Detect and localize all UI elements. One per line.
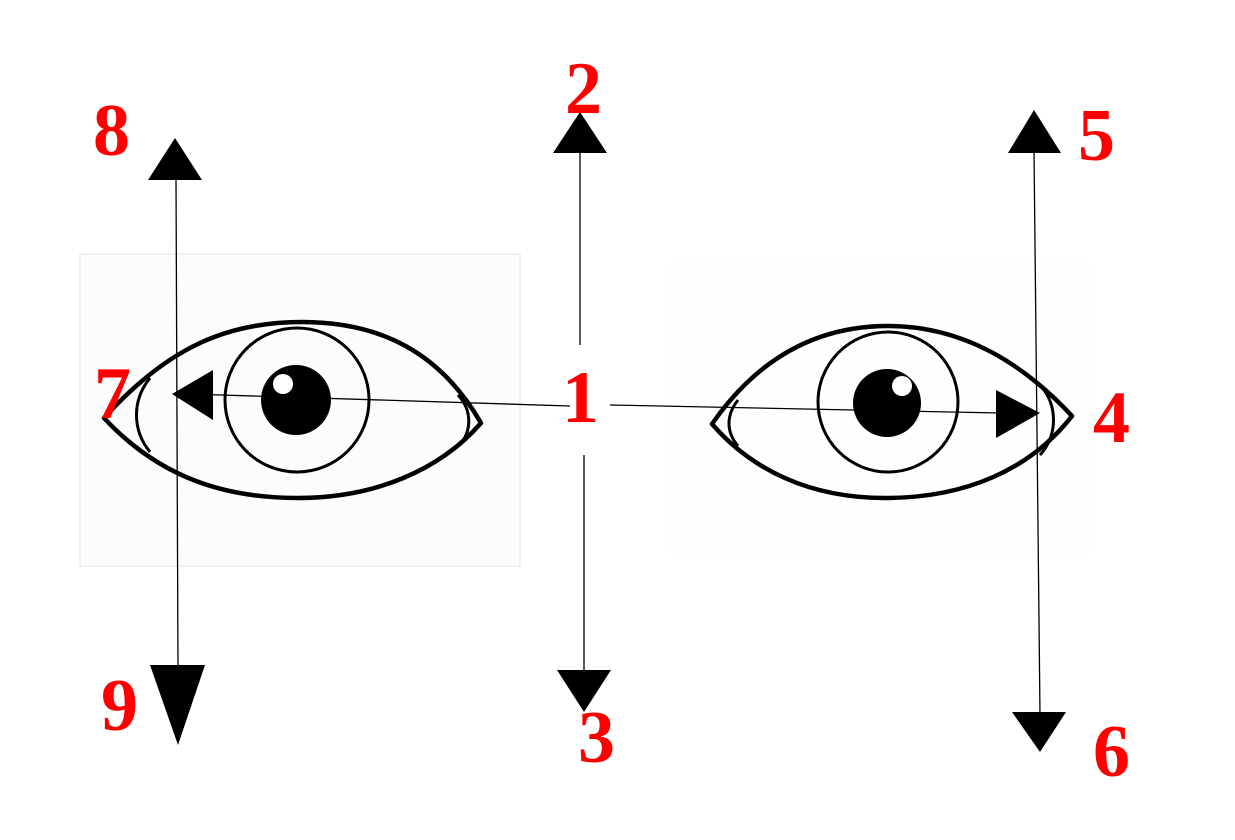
right-pupil: [853, 369, 921, 437]
label-up: 2: [565, 48, 602, 130]
arrowhead-left-icon: [172, 370, 213, 420]
label-center: 1: [562, 357, 599, 439]
label-down-right: 6: [1093, 711, 1130, 793]
arrowhead-right-icon: [996, 390, 1040, 438]
right-eye-outline: [709, 323, 1075, 501]
label-up-left: 8: [93, 90, 130, 172]
arrow-line-up-left: [175, 177, 179, 671]
arrow-line-right: [609, 404, 1001, 414]
arrowhead-down-right-icon: [1012, 712, 1066, 752]
right-iris: [816, 330, 960, 474]
background-panels: [79, 253, 1090, 567]
left-eye-inner-fold: [135, 377, 152, 453]
arrowhead-up-right-icon: [1008, 110, 1061, 153]
direction-labels: 1 2 3 4 5 6 7 8 9: [93, 48, 1130, 793]
arrow-line-left: [189, 393, 571, 407]
arrowhead-down-left-icon: [150, 665, 205, 745]
arrowhead-up-icon: [553, 112, 607, 153]
right-eye-inner-fold: [727, 399, 740, 447]
direction-arrows: [148, 110, 1066, 752]
left-pupil-highlight: [273, 374, 293, 394]
arrowhead-down-icon: [557, 670, 611, 712]
label-down: 3: [578, 697, 615, 779]
left-eye-outline: [101, 319, 484, 501]
arrowhead-up-left-icon: [148, 138, 202, 180]
right-eye-inner-fold-right: [1038, 383, 1055, 457]
label-down-left: 9: [101, 665, 138, 747]
right-pupil-highlight: [892, 376, 912, 396]
label-right: 4: [1093, 377, 1130, 459]
left-eye-inner-fold-right: [456, 393, 471, 446]
left-pupil: [261, 365, 331, 435]
label-up-right: 5: [1078, 95, 1115, 177]
label-left: 7: [94, 353, 131, 435]
left-eye-icon: [101, 319, 484, 501]
right-eye-icon: [709, 323, 1075, 501]
arrow-line-up-right: [1033, 149, 1041, 716]
